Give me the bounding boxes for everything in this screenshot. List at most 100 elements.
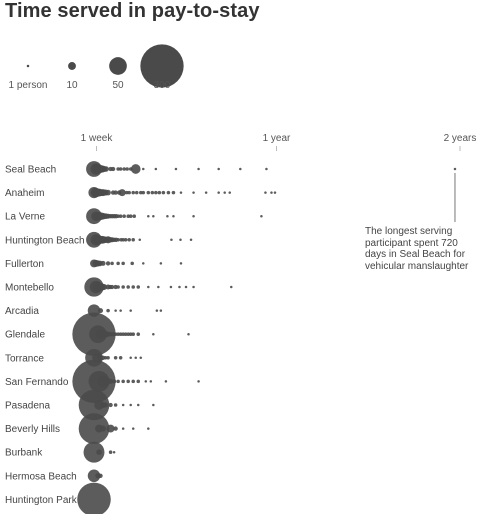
- bubble-la-verne: [128, 214, 133, 218]
- row-label-glendale: Glendale: [5, 330, 45, 341]
- bubble-seal-beach: [197, 167, 200, 171]
- bubble-montebello: [230, 285, 233, 289]
- bubble-anaheim: [116, 190, 122, 195]
- bubble-anaheim: [166, 190, 171, 195]
- bubble-hermosa-beach: [98, 473, 103, 478]
- bubble-glendale: [126, 332, 130, 336]
- bubble-seal-beach: [142, 167, 145, 171]
- bubble-fullerton: [116, 261, 120, 266]
- bubble-anaheim: [150, 190, 155, 195]
- bubble-beverly-hills: [106, 424, 115, 433]
- bubble-fullerton: [100, 260, 106, 266]
- bubble-la-verne: [118, 214, 123, 218]
- bubble-san-fernando: [126, 379, 130, 384]
- bubble-anaheim: [134, 190, 139, 195]
- bubble-seal-beach: [130, 164, 141, 174]
- bubble-beverly-hills: [99, 425, 107, 432]
- bubble-beverly-hills: [78, 413, 110, 444]
- bubble-glendale: [121, 332, 125, 336]
- row-label-fullerton: Fullerton: [5, 259, 44, 270]
- row-label-hermosa-beach: Hermosa Beach: [5, 471, 77, 482]
- bubble-torrance: [134, 356, 137, 360]
- bubble-huntington-beach: [179, 238, 182, 242]
- bubble-hermosa-beach: [87, 469, 101, 483]
- bubble-la-verne: [192, 214, 195, 218]
- bubble-anaheim: [161, 190, 166, 195]
- bubble-anaheim: [192, 191, 195, 194]
- bubble-pasadena: [113, 403, 118, 407]
- bubble-burbank: [112, 450, 116, 454]
- bubble-pasadena: [152, 403, 155, 407]
- bubble-montebello: [157, 285, 160, 289]
- bubble-pasadena: [136, 403, 140, 407]
- bubble-seal-beach: [174, 167, 178, 171]
- bubble-seal-beach: [265, 167, 268, 171]
- legend-bubble-50: [109, 57, 127, 75]
- row-label-pasadena: Pasadena: [5, 401, 50, 412]
- legend-label-1-person: 1 person: [9, 80, 48, 91]
- row-label-seal-beach: Seal Beach: [5, 165, 56, 176]
- bubble-anaheim: [105, 189, 111, 196]
- bubble-montebello: [109, 284, 115, 290]
- bubble-seal-beach: [103, 166, 109, 172]
- bubble-la-verne: [172, 214, 175, 218]
- bubble-seal-beach: [110, 166, 116, 172]
- bubble-pasadena: [108, 402, 113, 408]
- bubble-montebello: [113, 284, 118, 290]
- bubble-san-fernando: [131, 379, 135, 384]
- bubble-pasadena: [129, 403, 132, 407]
- bubble-anaheim: [146, 190, 151, 195]
- bubble-san-fernando: [121, 379, 125, 384]
- bubble-anaheim: [204, 191, 208, 194]
- row-label-montebello: Montebello: [5, 283, 54, 294]
- bubble-montebello: [131, 285, 135, 289]
- bubble-huntington-beach: [170, 238, 173, 242]
- bubble-seal-beach: [239, 167, 242, 171]
- bubble-montebello: [121, 285, 125, 289]
- bubble-arcadia: [155, 309, 159, 312]
- bubble-montebello: [178, 285, 181, 289]
- bubble-beverly-hills: [147, 427, 150, 430]
- row-label-anaheim: Anaheim: [5, 188, 44, 199]
- bubble-seal-beach: [118, 167, 123, 171]
- bubble-huntington-beach: [123, 238, 128, 242]
- bubble-seal-beach: [128, 167, 133, 171]
- bubble-san-fernando: [136, 379, 141, 384]
- bubble-seal-beach: [217, 167, 220, 171]
- bubble-arcadia: [98, 308, 104, 314]
- bubble-montebello: [100, 283, 108, 291]
- bubble-la-verne: [166, 214, 169, 218]
- bubble-anaheim: [223, 191, 226, 194]
- legend-bubble-300: [140, 44, 184, 88]
- bubble-anaheim: [124, 190, 129, 195]
- bubble-anaheim: [179, 191, 183, 194]
- bubble-fullerton: [121, 261, 125, 266]
- bubble-pasadena: [103, 402, 109, 408]
- legend-bubble-10: [68, 62, 76, 70]
- bubble-san-fernando: [164, 380, 168, 383]
- bubble-san-fernando: [108, 378, 114, 384]
- bubble-arcadia: [159, 309, 163, 312]
- bubble-montebello: [169, 285, 173, 289]
- bubble-seal-beach: [125, 167, 129, 171]
- bubble-arcadia: [114, 309, 117, 312]
- bubble-torrance: [139, 356, 143, 360]
- bubble-montebello: [136, 285, 141, 289]
- row-label-huntington-beach: Huntington Beach: [5, 235, 85, 246]
- bubble-seal-beach: [122, 167, 126, 171]
- bubble-la-verne: [152, 214, 155, 218]
- bubble-huntington-park: [77, 482, 111, 514]
- bubble-la-verne: [122, 214, 126, 218]
- bubble-torrance: [103, 356, 108, 360]
- bubble-la-verne: [260, 214, 263, 218]
- bubble-beverly-hills: [131, 427, 135, 430]
- x-tick-label-1-week: 1 week: [81, 133, 114, 144]
- row-label-huntington-park: Huntington Park: [5, 495, 78, 506]
- chart-title: Time served in pay-to-stay: [5, 0, 260, 22]
- bubble-pasadena: [121, 403, 125, 407]
- bubble-burbank: [83, 441, 105, 463]
- bubble-montebello: [116, 285, 120, 289]
- legend-label-300: 300: [154, 80, 171, 91]
- bubble-glendale: [187, 332, 190, 336]
